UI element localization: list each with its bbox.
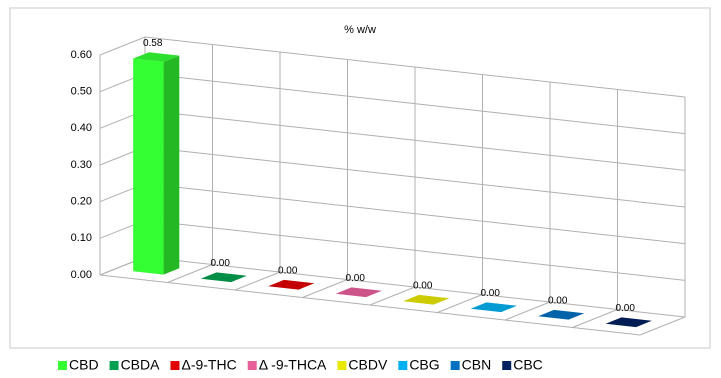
bar-side <box>163 55 180 275</box>
bar <box>403 294 450 305</box>
wall-line <box>369 67 416 306</box>
legend-label: CBDA <box>121 357 161 373</box>
bar-top <box>538 309 585 320</box>
bar-top <box>403 294 450 305</box>
legend-swatch <box>450 361 460 370</box>
bar <box>335 287 382 298</box>
legend-swatch <box>170 361 180 370</box>
legend-swatch <box>398 361 408 370</box>
wall-line <box>167 44 213 283</box>
bar <box>200 272 247 283</box>
legend-label: Δ -9-THCA <box>259 357 327 373</box>
bar-top <box>605 317 652 328</box>
y-tick-label: 0.40 <box>71 122 92 134</box>
y-tick-label: 0.00 <box>71 269 92 281</box>
value-label: 0.00 <box>615 303 635 314</box>
bar-top <box>200 272 247 283</box>
bar-top <box>470 302 517 313</box>
bar <box>605 317 652 328</box>
wall-line <box>437 74 483 313</box>
chart-frame <box>9 7 711 349</box>
bar-top <box>268 279 315 290</box>
legend-swatch <box>247 361 257 370</box>
bar <box>470 302 517 313</box>
wall-line <box>572 89 618 328</box>
y-tick-label: 0.20 <box>71 196 92 208</box>
value-label: 0.00 <box>480 288 500 299</box>
y-tick-label: 0.30 <box>71 159 92 171</box>
wall-line <box>639 97 686 336</box>
y-tick-label: 0.10 <box>71 232 92 244</box>
legend-swatch <box>337 361 347 370</box>
value-label: 0.00 <box>548 296 568 307</box>
bar <box>538 309 585 320</box>
bar <box>268 279 315 290</box>
bar-front <box>133 58 164 275</box>
value-label: 0.58 <box>143 38 163 49</box>
legend-label: CBN <box>462 357 492 373</box>
y-tick-label: 0.50 <box>71 86 92 98</box>
legend-swatch <box>58 361 67 370</box>
bar <box>133 52 180 275</box>
chart-title: % w/w <box>344 24 376 36</box>
wall-line <box>234 52 281 291</box>
value-label: 0.00 <box>210 258 230 269</box>
legend-label: CBDV <box>348 357 388 373</box>
y-tick-label: 0.60 <box>71 49 92 61</box>
floor-line <box>99 274 641 336</box>
value-label: 0.00 <box>413 281 433 292</box>
wall-line <box>302 59 348 298</box>
legend-label: Δ-9-THC <box>181 357 236 373</box>
value-label: 0.00 <box>278 266 298 277</box>
legend-label: CBC <box>513 357 543 373</box>
value-label: 0.00 <box>345 273 365 284</box>
bar-top <box>133 52 180 62</box>
legend-swatch <box>109 361 119 370</box>
legend-label: CBG <box>409 357 439 373</box>
wall-line <box>504 82 551 321</box>
legend-label: CBD <box>69 357 99 373</box>
bar-top <box>335 287 382 298</box>
legend-swatch <box>502 361 512 370</box>
